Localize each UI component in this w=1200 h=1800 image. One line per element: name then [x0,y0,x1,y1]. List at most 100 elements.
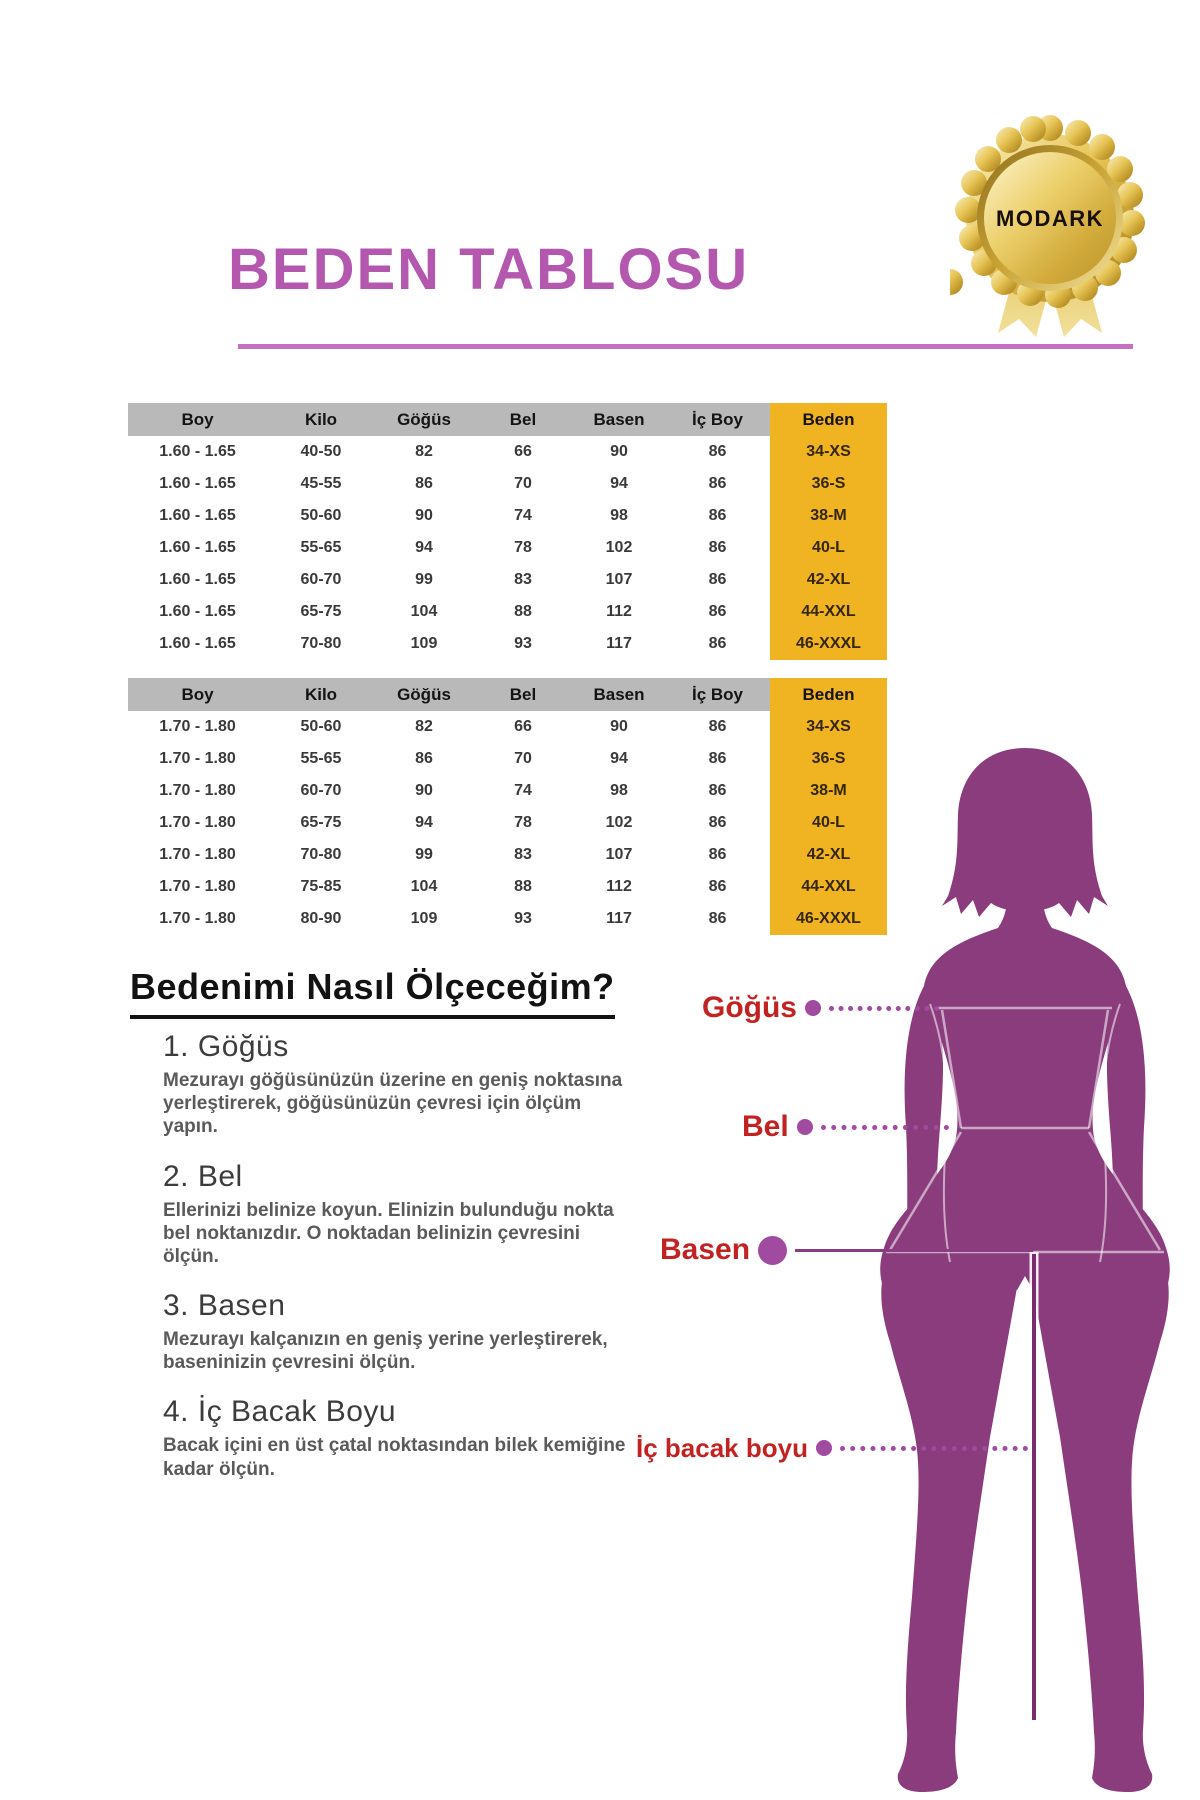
table-cell: 44-XXL [770,596,887,628]
table-cell: 86 [665,743,770,775]
table-cell: 98 [573,500,665,532]
table-cell: 1.60 - 1.65 [128,468,267,500]
table-row: 1.60 - 1.65 50-60 90 74 98 86 38-M [128,500,887,532]
table-cell: 83 [473,839,573,871]
column-header: İç Boy [665,403,770,436]
section-text: Bacak içini en üst çatal noktasından bil… [163,1435,626,1480]
section-bel: 2. Bel Ellerinizi belinize koyun. Eliniz… [163,1160,653,1269]
table-cell: 1.70 - 1.80 [128,711,267,743]
waist-label: Bel [742,1110,789,1143]
table-cell: 86 [375,468,473,500]
body-silhouette [880,748,1170,1792]
table-cell: 38-M [770,775,887,807]
table-cell: 86 [665,596,770,628]
table-cell: 1.60 - 1.65 [128,532,267,564]
table-cell: 1.60 - 1.65 [128,436,267,468]
table-cell: 117 [573,628,665,660]
hip-callout: Basen [660,1230,1034,1270]
section-title: 3. Basen [163,1289,286,1323]
table-cell: 94 [573,743,665,775]
table-cell: 112 [573,596,665,628]
table-row: 1.70 - 1.80 65-75 94 78 102 86 40-L [128,807,887,839]
table-row: 1.60 - 1.65 45-55 86 70 94 86 36-S [128,468,887,500]
inseam-callout: İç bacak boyu [636,1428,1028,1468]
table-cell: 74 [473,775,573,807]
column-header: Basen [573,403,665,436]
table-cell: 55-65 [267,743,375,775]
table-cell: 86 [665,436,770,468]
left-leg-shape [881,1282,1018,1792]
howto-heading: Bedenimi Nasıl Ölçeceğim? [130,966,615,1019]
column-header: Beden [770,403,887,436]
table-cell: 70-80 [267,628,375,660]
table-cell: 1.70 - 1.80 [128,743,267,775]
table-cell: 40-L [770,532,887,564]
column-header: Basen [573,678,665,711]
table-row: 1.70 - 1.80 80-90 109 93 117 86 46-XXXL [128,903,887,935]
table-cell: 1.60 - 1.65 [128,500,267,532]
table-row: 1.70 - 1.80 55-65 86 70 94 86 36-S [128,743,887,775]
table-cell: 78 [473,532,573,564]
table-cell: 1.60 - 1.65 [128,564,267,596]
table-cell: 94 [375,807,473,839]
torso-shape [880,850,1170,1290]
table-cell: 86 [665,500,770,532]
column-header: Kilo [267,403,375,436]
table-cell: 107 [573,564,665,596]
table-cell: 60-70 [267,775,375,807]
section-ic-bacak-boyu: 4. İç Bacak Boyu Bacak içini en üst çata… [163,1395,653,1480]
table-cell: 40-50 [267,436,375,468]
column-header: Kilo [267,678,375,711]
table-cell: 93 [473,903,573,935]
table-cell: 86 [665,564,770,596]
column-header: Göğüs [375,403,473,436]
table-cell: 70-80 [267,839,375,871]
table-cell: 109 [375,628,473,660]
table-cell: 65-75 [267,807,375,839]
table-cell: 86 [665,711,770,743]
table-cell: 46-XXXL [770,903,887,935]
table-cell: 55-65 [267,532,375,564]
table-cell: 112 [573,871,665,903]
table-header-row: Boy Kilo Göğüs Bel Basen İç Boy Beden [128,403,887,436]
chest-dotted-line [829,1005,939,1011]
table-cell: 78 [473,807,573,839]
table-cell: 66 [473,436,573,468]
table-cell: 38-M [770,500,887,532]
table-cell: 102 [573,807,665,839]
table-cell: 94 [573,468,665,500]
table-cell: 90 [375,500,473,532]
table-row: 1.70 - 1.80 60-70 90 74 98 86 38-M [128,775,887,807]
column-header: Beden [770,678,887,711]
section-text: Mezurayı göğüsünüzün üzerine en geniş no… [163,1070,623,1138]
section-title: 4. İç Bacak Boyu [163,1395,397,1429]
table-cell: 44-XXL [770,871,887,903]
table-cell: 42-XL [770,839,887,871]
inseam-label: İç bacak boyu [636,1432,808,1463]
table-cell: 1.70 - 1.80 [128,775,267,807]
table-row: 1.60 - 1.65 65-75 104 88 112 86 44-XXL [128,596,887,628]
table-cell: 102 [573,532,665,564]
section-text: Ellerinizi belinize koyun. Elinizin bulu… [163,1199,614,1267]
table-cell: 70 [473,468,573,500]
page-title: BEDEN TABLOSU [228,237,750,302]
table-cell: 1.60 - 1.65 [128,596,267,628]
column-header: Boy [128,678,267,711]
table-row: 1.70 - 1.80 70-80 99 83 107 86 42-XL [128,839,887,871]
table-cell: 1.70 - 1.80 [128,903,267,935]
waist-dot-icon [796,1119,813,1135]
section-gogus: 1. Göğüs Mezurayı göğüsünüzün üzerine en… [163,1030,653,1139]
table-cell: 1.70 - 1.80 [128,807,267,839]
title-underline [238,344,1133,349]
column-header: Boy [128,403,267,436]
table-cell: 80-90 [267,903,375,935]
table-row: 1.70 - 1.80 50-60 82 66 90 86 34-XS [128,711,887,743]
table-cell: 98 [573,775,665,807]
table-cell: 90 [573,711,665,743]
waist-dotted-line [820,1124,949,1130]
waist-callout: Bel [742,1107,949,1147]
section-basen: 3. Basen Mezurayı kalçanızın en geniş ye… [163,1289,653,1374]
table-cell: 93 [473,628,573,660]
table-cell: 36-S [770,468,887,500]
table-row: 1.70 - 1.80 75-85 104 88 112 86 44-XXL [128,871,887,903]
